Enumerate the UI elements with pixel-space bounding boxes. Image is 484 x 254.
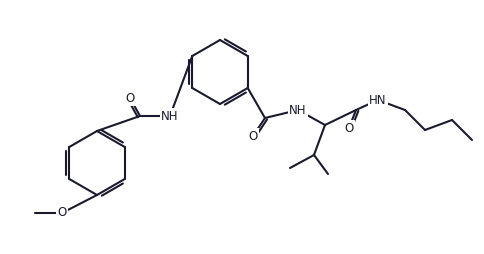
Text: O: O — [125, 91, 135, 104]
Text: HN: HN — [368, 93, 386, 106]
Text: O: O — [344, 121, 353, 135]
Text: NH: NH — [161, 109, 179, 122]
Text: O: O — [248, 130, 257, 142]
Text: O: O — [57, 207, 66, 219]
Text: NH: NH — [288, 103, 306, 117]
